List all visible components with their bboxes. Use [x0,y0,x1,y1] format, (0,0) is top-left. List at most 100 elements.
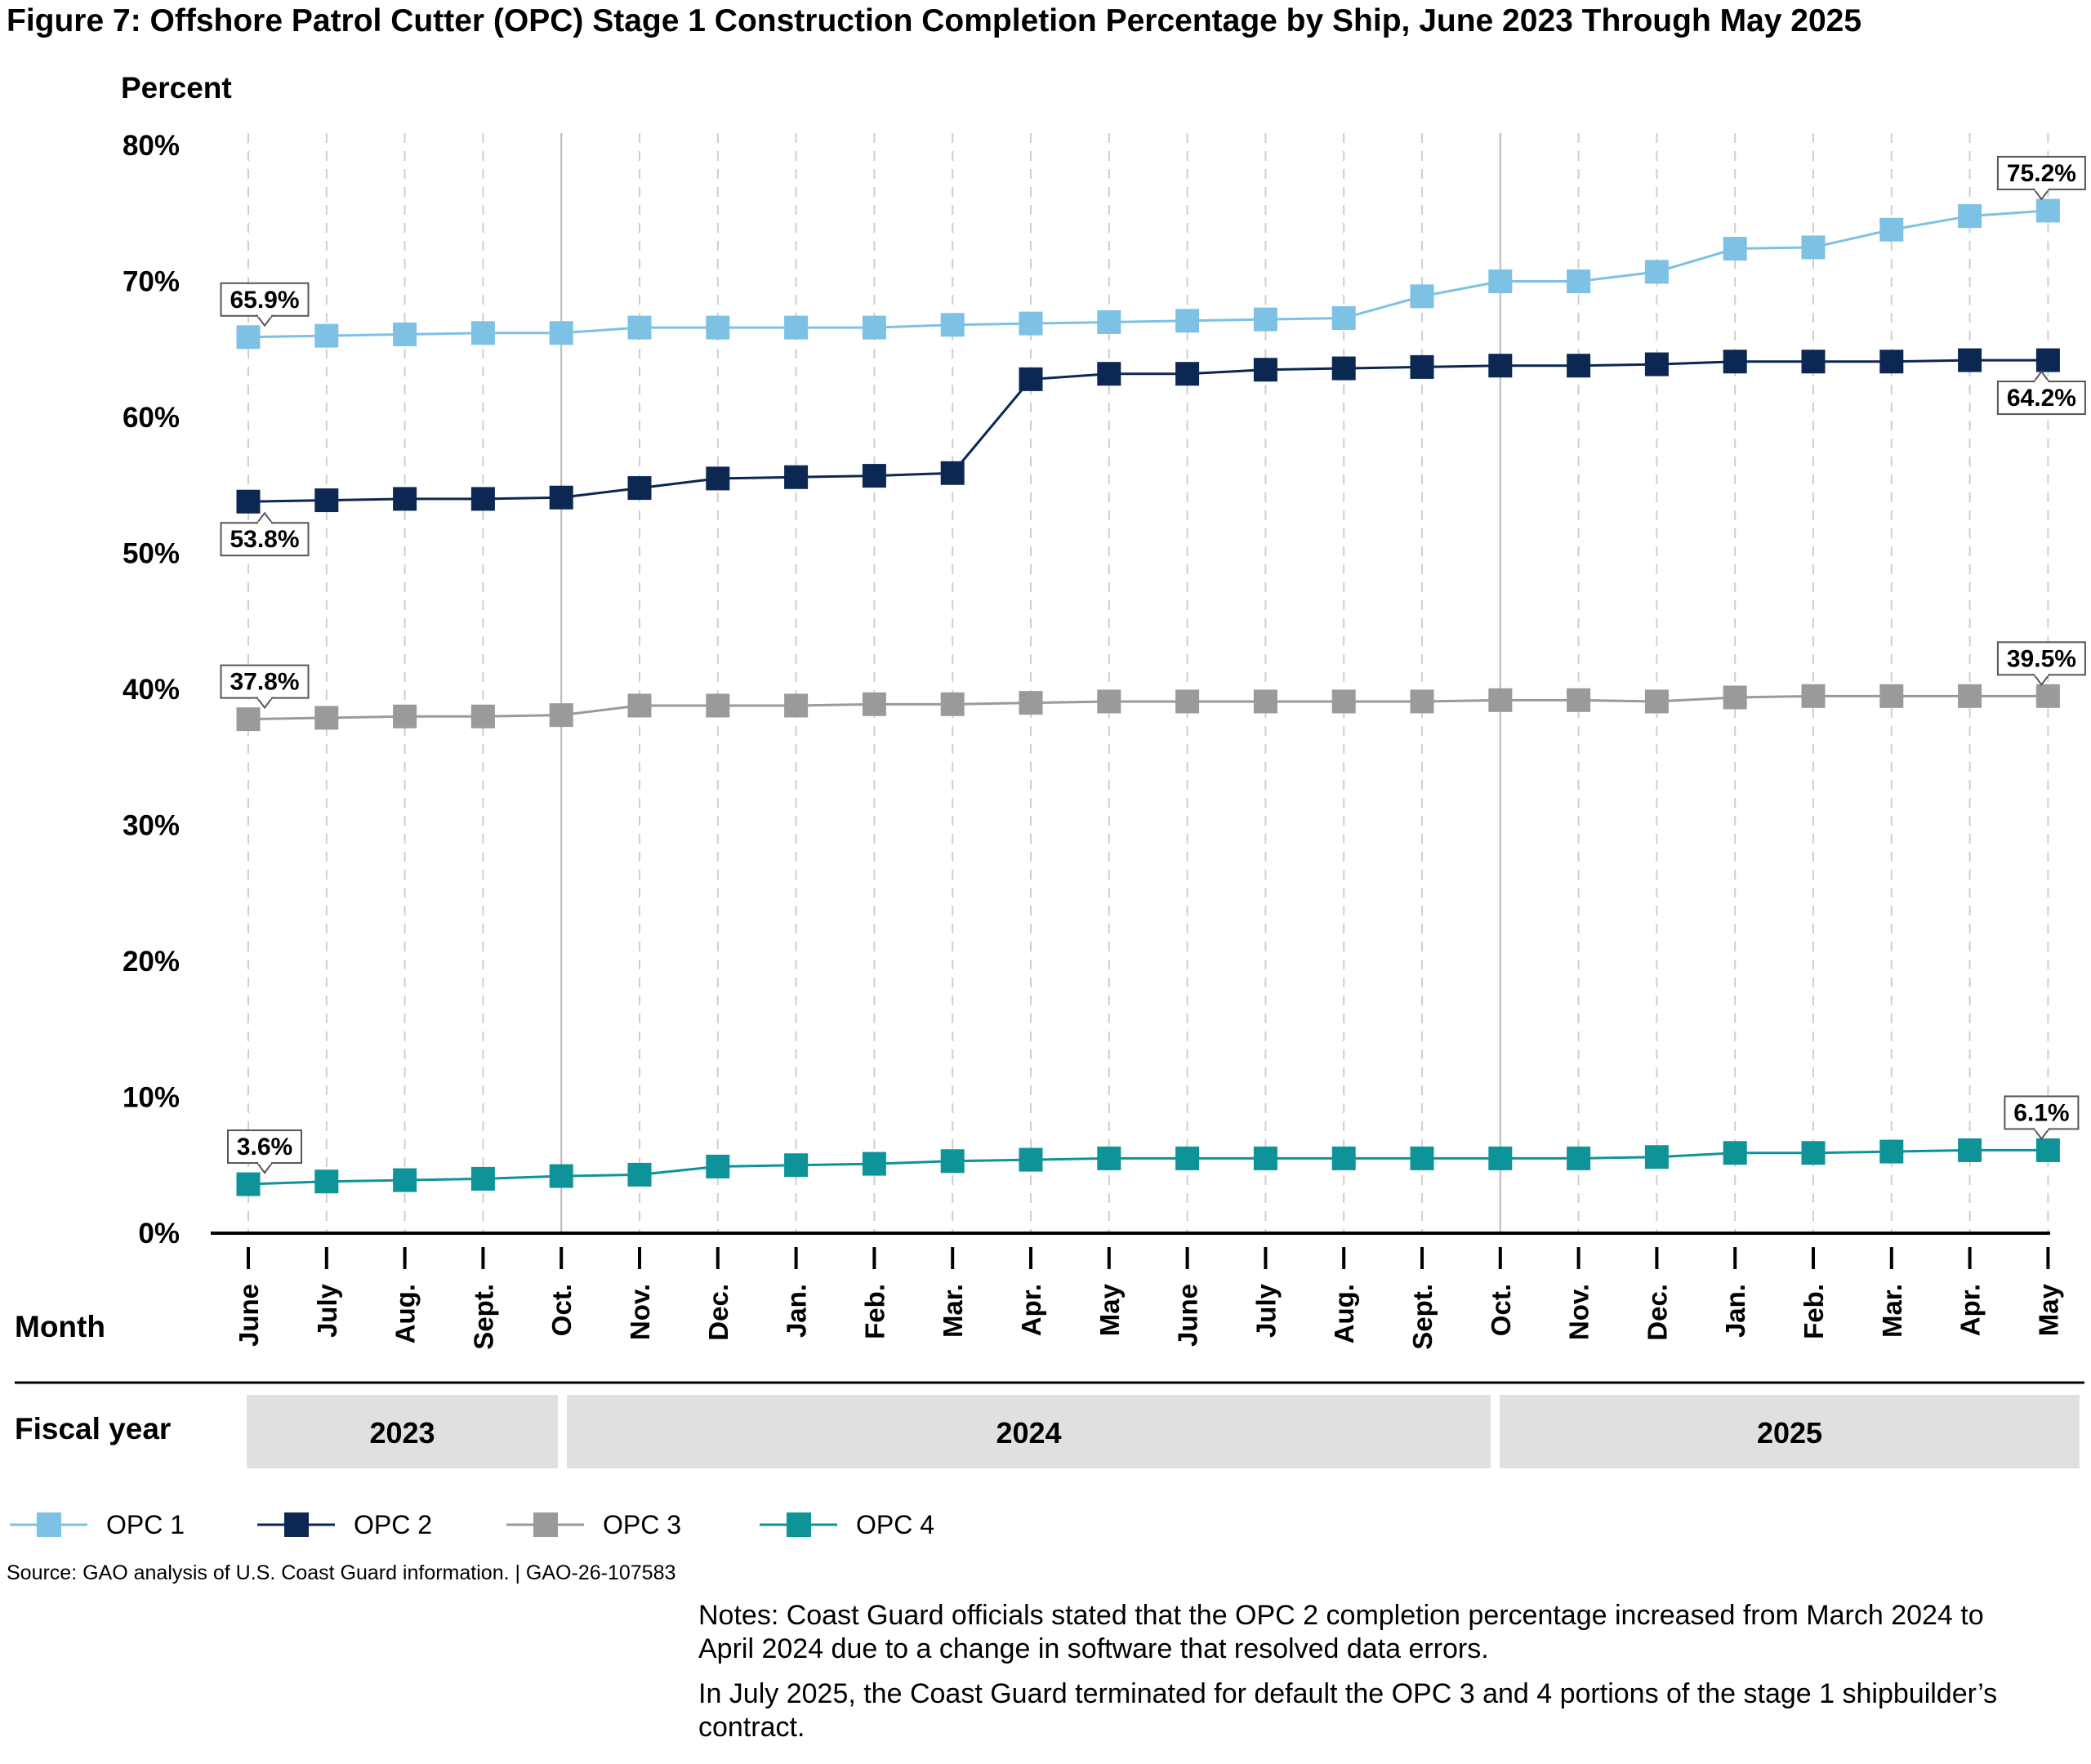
data-point [1567,270,1591,293]
data-point [1097,362,1121,386]
legend-label: OPC 3 [603,1510,681,1539]
x-axis [211,1232,2050,1269]
callout-box [227,1129,302,1165]
x-tick-label: July [312,1283,342,1338]
x-tick-label: July [1251,1283,1281,1338]
series-line [247,1148,2049,1186]
data-point [1958,348,1982,372]
data-point [470,1166,495,1191]
data-point [1488,1146,1513,1170]
callout-pointer [256,511,274,524]
data-point [706,315,730,340]
x-tick-label: Jan. [782,1284,812,1338]
fiscal-year-label: 2024 [996,1416,1061,1450]
legend-label: OPC 2 [354,1510,432,1539]
data-point [1879,217,1904,242]
callout-pointer [2032,188,2051,201]
data-point [1879,1139,1904,1164]
data-point [1801,1141,1826,1165]
y-tick-label: 0% [138,1218,180,1250]
x-tick-label: Mar. [1877,1284,1907,1338]
data-point [236,489,261,514]
series-opc-3 [236,684,2060,732]
x-tick-label: Dec. [1642,1284,1672,1341]
data-point [706,1154,730,1178]
data-callout: 39.5% [1996,641,2086,686]
data-point [1175,362,1200,386]
y-tick-label: 80% [123,130,180,162]
data-point [862,1152,886,1176]
series-line [247,359,2049,503]
data-point [470,321,495,345]
data-point [393,487,417,511]
callout-label: 64.2% [2007,385,2076,412]
data-point [1331,1146,1356,1170]
x-tick-label: May [1095,1283,1125,1336]
data-series [236,198,2060,1196]
data-point [1019,1147,1043,1172]
legend-marker [533,1512,558,1537]
legend-label: OPC 1 [106,1510,185,1539]
y-tick-label: 30% [123,810,180,842]
data-point [627,1162,652,1187]
fiscal-year-label: 2023 [369,1416,435,1450]
x-tick-label: May [2033,1283,2063,1336]
x-tick-label: Jan. [1720,1284,1750,1338]
series-line [247,209,2049,339]
callout-label: 65.9% [230,287,299,314]
series-opc-4 [236,1138,2060,1196]
callout-pointer [2032,370,2051,383]
data-point [940,313,965,337]
data-point [1410,284,1434,309]
data-point [1567,354,1591,378]
data-point [706,693,730,718]
data-point [940,1149,965,1174]
y-axis-title: Percent [121,71,232,105]
data-point [1175,1146,1200,1170]
data-point [314,706,339,730]
fiscal-year-title: Fiscal year [15,1412,171,1446]
callout-pointer [2032,1128,2051,1141]
fiscal-year-band [567,1395,1491,1468]
series-opc-2 [236,348,2060,514]
data-point [1253,358,1277,382]
x-tick-label: Mar. [938,1284,968,1338]
callout-label: 37.8% [230,669,299,696]
y-tick-labels: 0% 10% 20% 30% 40% 50% 60% 70% 80% [123,130,180,1250]
callout-box [220,282,310,317]
data-point [1567,1146,1591,1170]
data-point [549,1164,573,1188]
data-callouts: 65.9% 75.2% 53.8% 64.2% 37.8% 39.5% 3.6% 6.1% [220,155,2086,1174]
data-point [314,488,339,513]
data-point [1097,310,1121,334]
data-callout: 37.8% [220,664,310,710]
data-point [1331,305,1356,330]
x-tick-label: Aug. [1329,1284,1359,1343]
fiscal-year-band [247,1395,558,1468]
data-point [1958,684,1982,708]
data-point [862,692,886,716]
legend-label: OPC 4 [856,1510,934,1539]
series-opc-1 [236,198,2060,350]
data-point [314,1169,339,1194]
data-point [314,323,339,348]
data-point [627,693,652,718]
data-point [236,325,261,350]
data-point [1801,235,1826,260]
data-point [627,315,652,340]
data-point [1253,307,1277,332]
y-tick-label: 20% [123,946,180,978]
data-point [1019,311,1043,336]
callout-box [1996,155,2086,190]
data-point [784,315,809,340]
data-point [2035,198,2060,223]
data-point [393,322,417,346]
data-point [1958,204,1982,229]
data-point [1097,1146,1121,1170]
x-tick-label: Oct. [1486,1284,1516,1336]
data-point [236,1172,261,1196]
x-tick-labels: June July Aug. Sept. Oct. Nov. Dec. Jan. Feb. Mar… [234,1283,2063,1349]
data-point [1723,685,1747,710]
x-tick-label: Feb. [859,1284,889,1339]
